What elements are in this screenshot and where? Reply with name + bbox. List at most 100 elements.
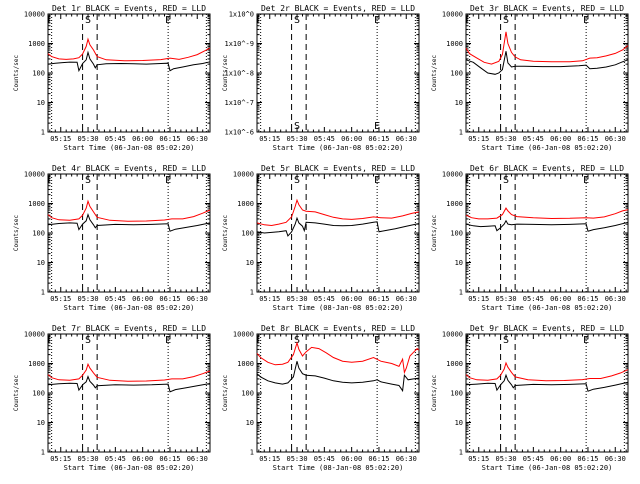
- x-tick-label: 05:45: [105, 295, 126, 303]
- y-tick-label: 1000: [28, 360, 45, 368]
- y-tick-label: 1000: [237, 200, 254, 208]
- x-tick-label: 06:30: [396, 135, 417, 143]
- panel-det-2r: Det 2r BLACK = Events, RED = LLD 1x10^-6 1…: [222, 4, 420, 152]
- x-tick-label: 06:00: [341, 135, 362, 143]
- x-tick-label: 05:45: [105, 455, 126, 463]
- y-tick-label: 10: [37, 419, 45, 427]
- x-tick-label: 05:15: [50, 455, 71, 463]
- plot-frame: [256, 13, 420, 133]
- y-axis-label: Counts/sec: [222, 375, 229, 412]
- x-tick-label: 06:00: [550, 135, 571, 143]
- marker-e-top: E: [374, 15, 380, 26]
- x-axis-label: Start Time (06-Jan-08 05:02:20): [64, 464, 195, 472]
- y-tick-label: 10000: [24, 171, 45, 179]
- panel-det-8r: Det 8r BLACK = Events, RED = LLD 1 10 100 10…: [222, 324, 420, 472]
- y-tick-label: 1: [459, 289, 463, 297]
- y-axis-label: Counts/sec: [13, 55, 20, 92]
- y-tick-label: 10: [246, 419, 254, 427]
- plot-frame: [47, 173, 211, 293]
- y-tick-label: 100: [32, 70, 45, 78]
- y-tick-label: 10000: [24, 11, 45, 19]
- y-tick-label: 100: [241, 230, 254, 238]
- x-axis-label: Start Time (08-Jan-08 05:02:20): [273, 304, 404, 312]
- y-axis-label: Counts/sec: [222, 55, 229, 92]
- x-tick-label: 06:30: [396, 455, 417, 463]
- marker-s-top: S: [85, 175, 91, 186]
- y-tick-label: 1: [459, 129, 463, 137]
- y-tick-label: 1: [41, 129, 45, 137]
- x-tick-label: 05:45: [314, 295, 335, 303]
- marker-s-top: S: [294, 175, 300, 186]
- x-tick-label: 05:15: [50, 135, 71, 143]
- x-tick-label: 05:15: [259, 295, 280, 303]
- marker-s-top: S: [294, 335, 300, 346]
- y-axis-label: Counts/sec: [13, 215, 20, 252]
- x-tick-label: 05:15: [259, 135, 280, 143]
- x-tick-label: 06:15: [577, 455, 598, 463]
- series-events: [47, 375, 211, 393]
- x-tick-label: 06:15: [577, 295, 598, 303]
- panel-title: Det 4r BLACK = Events, RED = LLD: [52, 164, 206, 173]
- y-tick-label: 100: [32, 230, 45, 238]
- x-tick-label: 06:30: [396, 295, 417, 303]
- y-tick-label: 10: [455, 99, 463, 107]
- y-tick-label: 1: [250, 289, 254, 297]
- plot-frame: [256, 333, 420, 453]
- x-tick-label: 05:30: [78, 295, 99, 303]
- y-tick-label: 1: [250, 449, 254, 457]
- x-tick-label: 06:30: [187, 295, 208, 303]
- y-tick-label: 10: [455, 419, 463, 427]
- x-tick-label: 05:15: [468, 135, 489, 143]
- y-tick-label: 100: [32, 390, 45, 398]
- y-axis-label: Counts/sec: [431, 55, 438, 92]
- series-lld: [256, 341, 420, 375]
- marker-s-top: S: [85, 15, 91, 26]
- x-tick-label: 05:15: [468, 295, 489, 303]
- panel-det-3r: Det 3r BLACK = Events, RED = LLD 1 10 100 10…: [431, 4, 629, 152]
- x-tick-label: 06:15: [159, 295, 180, 303]
- panel-title: Det 9r BLACK = Events, RED = LLD: [470, 324, 624, 333]
- plot-frame: [47, 13, 211, 133]
- x-tick-label: 05:15: [259, 455, 280, 463]
- y-tick-label: 100: [450, 390, 463, 398]
- series-lld: [47, 199, 211, 222]
- x-tick-label: 06:00: [341, 455, 362, 463]
- y-axis-label: Counts/sec: [431, 215, 438, 252]
- marker-e-top: E: [165, 15, 171, 26]
- marker-e-top: E: [583, 175, 589, 186]
- y-tick-label: 100: [450, 230, 463, 238]
- x-tick-label: 05:15: [468, 455, 489, 463]
- series-lld: [465, 31, 629, 65]
- y-tick-label: 10000: [442, 331, 463, 339]
- y-tick-label: 1: [41, 449, 45, 457]
- panel-det-5r: Det 5r BLACK = Events, RED = LLD 1 10 100 10…: [222, 164, 420, 312]
- y-axis-label: Counts/sec: [431, 375, 438, 412]
- x-tick-label: 06:15: [368, 455, 389, 463]
- series-events: [465, 51, 629, 75]
- x-tick-label: 05:30: [287, 455, 308, 463]
- y-tick-label: 1: [459, 449, 463, 457]
- panel-title: Det 6r BLACK = Events, RED = LLD: [470, 164, 624, 173]
- y-tick-label: 1000: [237, 360, 254, 368]
- y-tick-label: 10000: [233, 171, 254, 179]
- marker-s-top: S: [503, 175, 509, 186]
- y-axis-label: Counts/sec: [222, 215, 229, 252]
- marker-e-top: E: [583, 335, 589, 346]
- x-axis-label: Start Time (06-Jan-08 05:02:20): [64, 304, 195, 312]
- panel-title: Det 7r BLACK = Events, RED = LLD: [52, 324, 206, 333]
- marker-e-bottom: E: [374, 121, 380, 132]
- x-tick-label: 06:30: [605, 455, 626, 463]
- y-tick-label: 10: [37, 259, 45, 267]
- x-tick-label: 05:30: [78, 135, 99, 143]
- panel-det-6r: Det 6r BLACK = Events, RED = LLD 1 10 100 10…: [431, 164, 629, 312]
- x-tick-label: 06:15: [368, 295, 389, 303]
- plot-frame: [465, 173, 629, 293]
- x-tick-label: 06:30: [605, 135, 626, 143]
- y-tick-label: 10: [246, 259, 254, 267]
- y-tick-label: 1x10^-6: [224, 129, 254, 137]
- x-tick-label: 06:00: [132, 135, 153, 143]
- y-tick-label: 100: [241, 390, 254, 398]
- x-tick-label: 05:30: [78, 455, 99, 463]
